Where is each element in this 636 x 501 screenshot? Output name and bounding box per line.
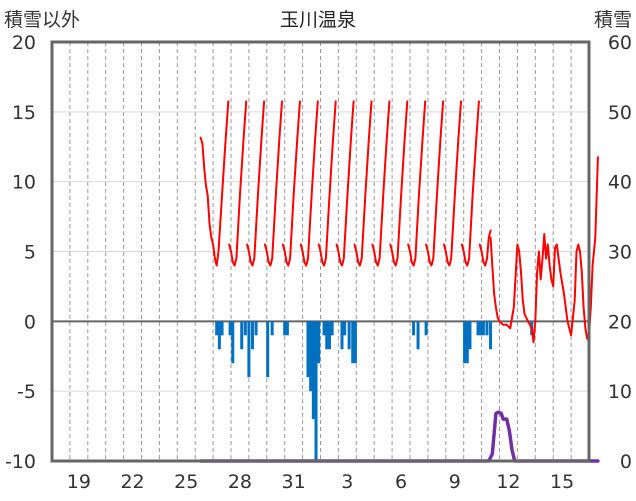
precipitation-bar xyxy=(476,321,480,336)
snowfall-line xyxy=(198,410,600,463)
series-lines xyxy=(198,100,600,463)
left-axis-label: 積雪以外 xyxy=(4,9,80,31)
snow-depth-line xyxy=(489,156,599,344)
right-tick-label: 0 xyxy=(620,451,632,473)
snow-depth-line xyxy=(299,100,319,267)
precipitation-bar xyxy=(243,321,247,336)
precipitation-bar xyxy=(220,321,224,336)
snow-depth-line xyxy=(443,100,462,267)
precipitation-bar xyxy=(250,321,254,350)
right-axis-label: 積雪 xyxy=(594,9,632,31)
precipitation-bar xyxy=(215,321,219,336)
x-tick-label: 31 xyxy=(282,471,306,493)
precipitation-bar xyxy=(479,321,483,336)
precipitation-bar xyxy=(416,321,420,350)
right-tick-label: 60 xyxy=(608,32,632,54)
precipitation-bar xyxy=(306,321,310,378)
precipitation-bar xyxy=(468,321,472,350)
snow-depth-line xyxy=(281,100,301,267)
precipitation-bars xyxy=(215,321,534,461)
x-tick-label: 15 xyxy=(550,471,574,493)
snow-depth-line xyxy=(425,100,445,267)
precipitation-bar xyxy=(254,321,258,336)
left-tick-label: 20 xyxy=(12,32,36,54)
precipitation-bar xyxy=(322,321,326,336)
precipitation-bar xyxy=(311,321,315,420)
precipitation-bar xyxy=(247,321,251,378)
right-tick-label: 40 xyxy=(608,172,632,194)
precipitation-bar xyxy=(240,321,244,350)
precipitation-bar xyxy=(353,321,357,364)
x-tick-label: 12 xyxy=(496,471,520,493)
x-tick-label: 28 xyxy=(228,471,252,493)
precipitation-bar xyxy=(343,321,347,336)
precipitation-bar xyxy=(314,321,318,461)
precipitation-bar xyxy=(412,321,416,336)
left-tick-label: -5 xyxy=(17,381,36,403)
snow-depth-line xyxy=(353,100,373,267)
chart-title: 玉川温泉 xyxy=(280,9,356,31)
left-tick-label: 0 xyxy=(24,311,36,333)
left-tick-label: 10 xyxy=(12,172,36,194)
precipitation-bar xyxy=(424,321,428,336)
x-tick-label: 19 xyxy=(67,471,91,493)
right-tick-label: 10 xyxy=(608,381,632,403)
precipitation-bar xyxy=(481,321,485,336)
precipitation-bar xyxy=(347,321,351,350)
precipitation-bar xyxy=(309,321,313,392)
snow-depth-line xyxy=(371,100,391,267)
plot-frame xyxy=(50,40,591,463)
precipitation-bar xyxy=(266,321,270,378)
right-tick-label: 20 xyxy=(608,311,632,333)
precipitation-bar xyxy=(270,321,274,336)
precipitation-bar xyxy=(283,321,287,336)
snow-depth-line xyxy=(246,100,266,267)
snow-depth-line xyxy=(199,100,230,267)
precipitation-bar xyxy=(463,321,467,364)
precipitation-bar xyxy=(489,321,493,350)
snow-depth-line xyxy=(478,229,492,267)
snow-depth-line xyxy=(317,100,337,267)
precipitation-bar xyxy=(330,321,334,336)
x-tick-label: 9 xyxy=(449,471,461,493)
snow-depth-line xyxy=(228,100,248,267)
precipitation-bar xyxy=(351,321,355,364)
right-tick-label: 30 xyxy=(608,242,632,264)
precipitation-bar xyxy=(327,321,331,350)
snow-depth-line xyxy=(389,100,409,267)
snow-depth-line xyxy=(407,100,427,267)
right-tick-label: 50 xyxy=(608,102,632,124)
precipitation-bar xyxy=(340,321,344,350)
snow-depth-line xyxy=(264,100,283,267)
x-tick-label: 22 xyxy=(120,471,144,493)
precipitation-bar xyxy=(465,321,469,364)
left-tick-label: 5 xyxy=(24,242,36,264)
precipitation-bar xyxy=(231,321,235,364)
x-tick-label: 3 xyxy=(341,471,353,493)
snow-depth-line xyxy=(460,100,480,267)
precipitation-bar xyxy=(228,321,232,336)
right-tick-labels: 60 50 40 30 20 10 0 xyxy=(608,32,632,473)
precipitation-bar xyxy=(325,321,329,350)
x-tick-labels: 19 22 25 28 31 3 6 9 12 15 xyxy=(67,471,574,493)
left-tick-labels: 20 15 10 5 0 -5 -10 xyxy=(5,32,36,473)
x-tick-label: 6 xyxy=(395,471,407,493)
precipitation-bar xyxy=(285,321,289,336)
precipitation-bar xyxy=(217,321,221,350)
precipitation-bar xyxy=(317,321,321,364)
left-tick-label: -10 xyxy=(5,451,36,473)
x-tick-label: 25 xyxy=(174,471,198,493)
precipitation-bar xyxy=(485,321,489,336)
snow-depth-line xyxy=(335,100,355,267)
left-tick-label: 15 xyxy=(12,102,36,124)
